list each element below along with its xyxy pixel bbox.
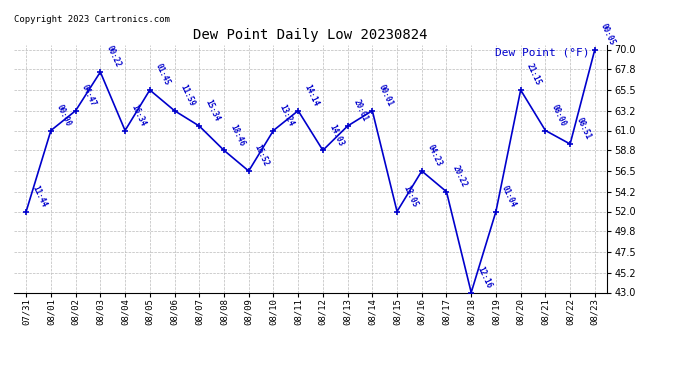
Text: 11:59: 11:59	[179, 83, 197, 108]
Text: 01:04: 01:04	[500, 184, 518, 209]
Text: 21:15: 21:15	[525, 63, 543, 87]
Text: 14:03: 14:03	[327, 123, 345, 147]
Text: Dew Point (°F): Dew Point (°F)	[495, 48, 589, 57]
Text: 18:46: 18:46	[228, 123, 246, 147]
Text: 20:01: 20:01	[352, 99, 370, 123]
Text: 14:14: 14:14	[302, 83, 320, 108]
Text: 01:45: 01:45	[154, 63, 172, 87]
Text: 00:22: 00:22	[104, 45, 122, 69]
Text: 15:34: 15:34	[204, 99, 221, 123]
Text: 12:16: 12:16	[475, 265, 493, 290]
Text: 16:52: 16:52	[253, 144, 270, 168]
Title: Dew Point Daily Low 20230824: Dew Point Daily Low 20230824	[193, 28, 428, 42]
Text: 13:24: 13:24	[277, 103, 295, 128]
Text: 08:00: 08:00	[549, 103, 567, 128]
Text: 04:47: 04:47	[80, 83, 98, 108]
Text: 04:23: 04:23	[426, 144, 444, 168]
Text: 20:22: 20:22	[451, 164, 469, 189]
Text: 11:44: 11:44	[30, 184, 48, 209]
Text: 00:05: 00:05	[599, 22, 617, 47]
Text: 13:05: 13:05	[401, 184, 419, 209]
Text: 00:01: 00:01	[377, 83, 395, 108]
Text: 16:34: 16:34	[129, 103, 147, 128]
Text: 08:51: 08:51	[574, 117, 592, 141]
Text: 00:00: 00:00	[55, 103, 73, 128]
Text: Copyright 2023 Cartronics.com: Copyright 2023 Cartronics.com	[14, 15, 170, 24]
